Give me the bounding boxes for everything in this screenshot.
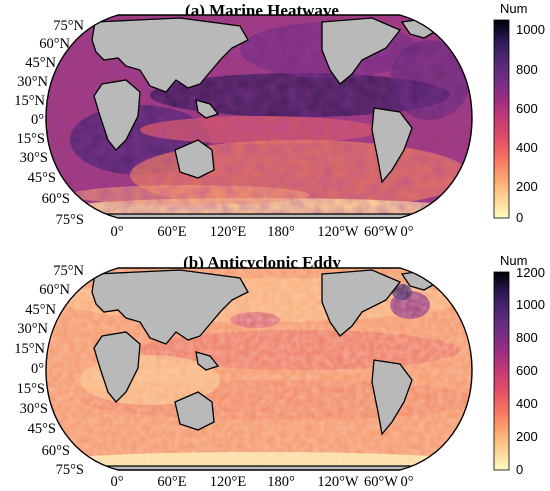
- panel-b-land: [69, 269, 461, 470]
- lat-label: 45°S: [28, 170, 56, 186]
- lat-label: 60°S: [42, 443, 70, 459]
- lon-label: 0°: [110, 474, 123, 490]
- panel-b-frame: [45, 267, 473, 471]
- colorbar-tick: 200: [516, 179, 538, 194]
- panel-a-map: [46, 15, 472, 218]
- panel-a-land: [69, 17, 461, 218]
- panel-b-colorbar: Num 1200 1000 800 600 400 200 0: [493, 253, 545, 477]
- lat-label: 75°S: [56, 212, 84, 228]
- lat-label: 75°S: [56, 462, 84, 478]
- lon-label: 120°W: [317, 474, 359, 490]
- lat-label: 15°N: [14, 341, 45, 357]
- lon-label: 0°: [110, 224, 123, 240]
- colorbar-tick: 0: [516, 462, 523, 477]
- colorbar-tick: 1000: [516, 22, 545, 37]
- colorbar-tick: 200: [516, 429, 538, 444]
- colorbar-tick: 1200: [516, 265, 545, 280]
- colorbar-tick: 400: [516, 140, 538, 155]
- lat-label: 45°N: [25, 302, 56, 318]
- lat-label: 0°: [31, 112, 44, 128]
- lat-label: 30°N: [17, 74, 48, 90]
- lat-label: 15°S: [17, 381, 45, 397]
- colorbar-tick: 1000: [516, 297, 545, 312]
- colorbar-label: Num: [500, 253, 527, 268]
- panel-b-title: (b) Anticyclonic Eddy: [183, 253, 341, 272]
- lat-label: 60°S: [42, 191, 70, 207]
- colorbar-tick: 600: [516, 363, 538, 378]
- panel-a-frame: [45, 14, 473, 219]
- lon-label: 60°E: [157, 474, 186, 490]
- panel-b-map: [46, 268, 472, 470]
- lon-label: 60°W: [364, 224, 398, 240]
- lat-label: 60°N: [39, 36, 70, 52]
- lon-label: 120°E: [210, 224, 247, 240]
- colorbar-tick: 800: [516, 62, 538, 77]
- lat-label: 15°N: [14, 93, 45, 109]
- lon-label: 60°W: [364, 474, 398, 490]
- panel-a-lon-labels: 0° 60°E 120°E 180° 120°W 60°W 0°: [110, 224, 413, 240]
- lat-label: 30°S: [20, 150, 48, 166]
- panel-b: (b) Anticyclonic Eddy: [14, 253, 545, 490]
- lat-label: 15°S: [17, 131, 45, 147]
- colorbar-tick: 400: [516, 396, 538, 411]
- colorbar-tick: 600: [516, 101, 538, 116]
- lat-label: 45°S: [28, 421, 56, 437]
- lat-label: 60°N: [39, 282, 70, 298]
- colorbar-tick: 800: [516, 330, 538, 345]
- lon-label: 180°: [267, 474, 295, 490]
- lat-label: 75°N: [53, 18, 84, 34]
- lon-label: 120°W: [317, 224, 359, 240]
- lat-label: 75°N: [53, 263, 84, 279]
- lon-label: 0°: [400, 474, 413, 490]
- lon-label: 0°: [400, 224, 413, 240]
- lat-label: 45°N: [25, 55, 56, 71]
- lon-label: 180°: [267, 224, 295, 240]
- colorbar-label: Num: [500, 1, 527, 16]
- panel-a: (a) Marine Heatwave: [14, 1, 545, 240]
- panel-b-lon-labels: 0° 60°E 120°E 180° 120°W 60°W 0°: [110, 474, 413, 490]
- colorbar-tick: 0: [516, 210, 523, 225]
- panel-a-lat-labels: 75°N 60°N 45°N 30°N 15°N 0° 15°S 30°S 45…: [14, 18, 84, 228]
- lon-label: 60°E: [157, 224, 186, 240]
- panel-a-colorbar: Num 1000 800 600 400 200 0: [493, 1, 545, 225]
- panel-b-lat-labels: 75°N 60°N 45°N 30°N 15°N 0° 15°S 30°S 45…: [14, 263, 84, 478]
- lon-label: 120°E: [210, 474, 247, 490]
- lat-label: 0°: [31, 361, 44, 377]
- lat-label: 30°S: [20, 401, 48, 417]
- lat-label: 30°N: [17, 321, 48, 337]
